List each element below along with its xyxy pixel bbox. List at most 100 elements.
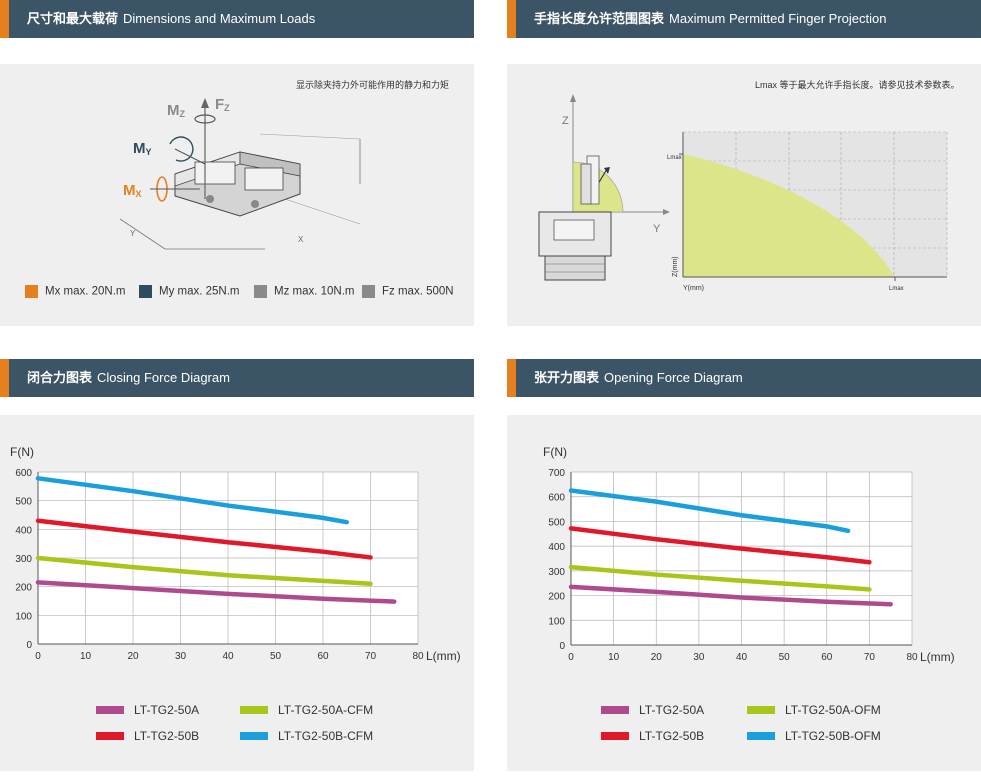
fz-label: FZ bbox=[215, 96, 230, 113]
y-tick-label: 100 bbox=[15, 611, 32, 622]
legend-mz-label: Mz max. 10N.m bbox=[274, 285, 355, 298]
legend-fz: Fz max. 500N bbox=[362, 285, 454, 298]
x-tick-label: 30 bbox=[693, 652, 705, 663]
opening-panel: 张开力图表 Opening Force Diagram 0 100 200 300 400… bbox=[507, 359, 981, 771]
legend-swatch bbox=[96, 732, 124, 740]
x-tick-label: 60 bbox=[317, 651, 329, 662]
x-tick-label: 60 bbox=[821, 652, 833, 663]
opening-force-chart: 0 100 200 300 400 500 600 700 0 10 20 30 40 50 60 70 80 F… bbox=[543, 445, 955, 664]
x-axis-label: L(mm) bbox=[920, 650, 955, 664]
closing-chart-area: 0 100 200 300 400 500 600 0 10 20 30 40 50 60 70 80 F(N)… bbox=[0, 415, 474, 771]
y-tick-label: 600 bbox=[548, 493, 565, 504]
y-tick-label: 700 bbox=[548, 468, 565, 479]
projection-box: Lmax 等于最大允许手指长度。请参见技术参数表。 Z Y bbox=[507, 64, 981, 326]
projection-header: 手指长度允许范围图表 Maximum Permitted Finger Proje… bbox=[507, 0, 981, 38]
x-tick-label: 50 bbox=[779, 652, 791, 663]
y-tick-label: 500 bbox=[15, 497, 32, 508]
y-tick-label: 0 bbox=[26, 640, 32, 651]
opening-chart-area: 0 100 200 300 400 500 600 700 0 10 20 30 40 50 60 70 80 F… bbox=[507, 415, 981, 771]
series-line bbox=[568, 526, 872, 565]
legend-my-swatch bbox=[139, 285, 152, 298]
legend-mx: Mx max. 20N.m bbox=[25, 285, 126, 298]
x-tick-label: 20 bbox=[127, 651, 139, 662]
series-line bbox=[35, 518, 373, 560]
legend-mx-label: Mx max. 20N.m bbox=[45, 285, 126, 298]
series-line bbox=[35, 580, 397, 604]
legend-swatch bbox=[601, 706, 629, 714]
loads-box: 显示除夹持力外可能作用的静力和力矩 X Y MZ FZ bbox=[0, 64, 474, 326]
x-tick-label: 30 bbox=[175, 651, 187, 662]
y-tick-label: 200 bbox=[548, 592, 565, 603]
header-accent bbox=[507, 0, 516, 38]
y-tick-label: 400 bbox=[15, 525, 32, 536]
legend-my: My max. 25N.m bbox=[139, 285, 240, 298]
lmax-y-label: Lmax bbox=[889, 286, 904, 292]
series-line bbox=[35, 555, 373, 587]
legend-label: LT-TG2-50A bbox=[639, 703, 705, 717]
legend-label: LT-TG2-50B bbox=[639, 729, 705, 743]
x-tick-label: 70 bbox=[365, 651, 377, 662]
legend-swatch bbox=[601, 732, 629, 740]
loads-title: 尺寸和最大载荷 Dimensions and Maximum Loads bbox=[27, 11, 316, 26]
projection-panel: 手指长度允许范围图表 Maximum Permitted Finger Proje… bbox=[507, 0, 981, 326]
legend-swatch bbox=[747, 732, 775, 740]
y-tick-label: 600 bbox=[15, 468, 32, 479]
closing-title: 闭合力图表 Closing Force Diagram bbox=[27, 370, 230, 385]
axis-z-label: Z bbox=[562, 115, 569, 127]
dim-x: X bbox=[298, 235, 304, 244]
x-tick-label: 10 bbox=[608, 652, 620, 663]
series-line bbox=[568, 584, 893, 607]
x-tick-label: 80 bbox=[412, 651, 424, 662]
legend-fz-swatch bbox=[362, 285, 375, 298]
x-tick-label: 40 bbox=[222, 651, 234, 662]
mz-label: MZ bbox=[167, 102, 186, 119]
projection-note: Lmax 等于最大允许手指长度。请参见技术参数表。 bbox=[755, 80, 960, 90]
legend-label: LT-TG2-50A-OFM bbox=[785, 703, 881, 717]
x-tick-label: 40 bbox=[736, 652, 748, 663]
legend-mz: Mz max. 10N.m bbox=[254, 285, 355, 298]
legend-swatch bbox=[240, 706, 268, 714]
legend-mz-swatch bbox=[254, 285, 267, 298]
x-tick-label: 10 bbox=[80, 651, 92, 662]
closing-header: 闭合力图表 Closing Force Diagram bbox=[0, 359, 474, 397]
loads-header: 尺寸和最大载荷 Dimensions and Maximum Loads bbox=[0, 0, 474, 38]
x-tick-label: 80 bbox=[906, 652, 918, 663]
x-tick-label: 0 bbox=[568, 652, 574, 663]
x-tick-label: 0 bbox=[35, 651, 41, 662]
gripper-drawing: X Y MZ FZ MY MX bbox=[119, 96, 361, 250]
my-label: MY bbox=[133, 140, 152, 157]
legend-label: LT-TG2-50B bbox=[134, 729, 200, 743]
legend-label: LT-TG2-50A bbox=[134, 703, 200, 717]
y-tick-label: 300 bbox=[548, 567, 565, 578]
legend-mx-swatch bbox=[25, 285, 38, 298]
legend-fz-label: Fz max. 500N bbox=[382, 285, 454, 298]
projection-title: 手指长度允许范围图表 Maximum Permitted Finger Proje… bbox=[534, 11, 887, 26]
series-line bbox=[568, 488, 851, 534]
x-tick-label: 70 bbox=[864, 652, 876, 663]
y-tick-label: 400 bbox=[548, 542, 565, 553]
legend-label: LT-TG2-50B-CFM bbox=[278, 729, 374, 743]
lmax-z-label: Lmax bbox=[667, 155, 682, 161]
closing-panel: 闭合力图表 Closing Force Diagram 0 100 200 300 400… bbox=[0, 359, 474, 771]
series-line bbox=[568, 564, 872, 592]
header-accent bbox=[0, 0, 9, 38]
projection-drawing: Z Y bbox=[538, 94, 948, 292]
loads-panel: 尺寸和最大载荷 Dimensions and Maximum Loads 显示除夹… bbox=[0, 0, 474, 326]
opening-title: 张开力图表 Opening Force Diagram bbox=[534, 370, 743, 385]
legend-swatch bbox=[240, 732, 268, 740]
dim-y: Y bbox=[130, 229, 136, 238]
y-axis-label: F(N) bbox=[543, 445, 567, 459]
header-accent bbox=[507, 359, 516, 397]
y-mm-label: Y(mm) bbox=[683, 285, 704, 292]
x-tick-label: 50 bbox=[270, 651, 282, 662]
y-axis-label: F(N) bbox=[10, 445, 34, 459]
loads-note: 显示除夹持力外可能作用的静力和力矩 bbox=[296, 80, 450, 90]
x-axis-label: L(mm) bbox=[426, 649, 461, 663]
x-tick-label: 20 bbox=[651, 652, 663, 663]
legend-label: LT-TG2-50A-CFM bbox=[278, 703, 374, 717]
y-tick-label: 0 bbox=[559, 641, 565, 652]
mx-label: MX bbox=[123, 182, 142, 199]
header-accent bbox=[0, 359, 9, 397]
legend-my-label: My max. 25N.m bbox=[159, 285, 240, 298]
closing-force-chart: 0 100 200 300 400 500 600 0 10 20 30 40 50 60 70 80 F(N)… bbox=[10, 445, 461, 663]
